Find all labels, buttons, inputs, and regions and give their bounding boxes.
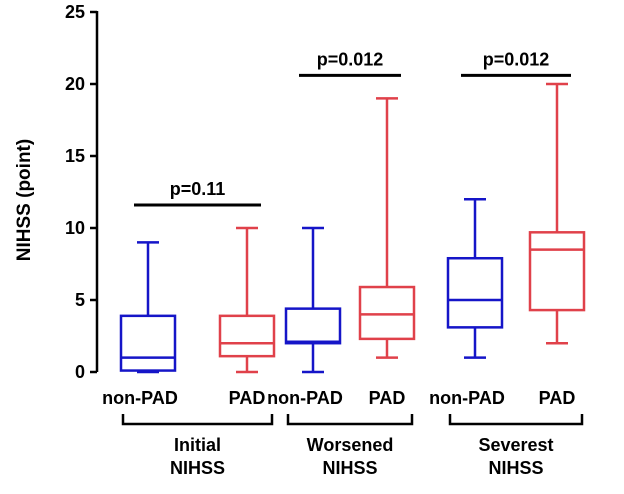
- category-label: non-PAD: [429, 388, 505, 408]
- iqr-box: [218, 314, 276, 358]
- iqr-box: [358, 285, 416, 341]
- p-value-label: p=0.11: [170, 179, 226, 199]
- box-pad-1: [218, 226, 276, 374]
- category-label: PAD: [229, 388, 266, 408]
- iqr-box: [119, 314, 177, 372]
- y-axis: 0 5 10 15 20 25: [65, 2, 99, 382]
- y-axis-label: NIHSS (point): [14, 139, 35, 261]
- y-tick-label: 15: [65, 146, 85, 166]
- box-pad-2: [358, 97, 416, 359]
- boxes-layer: [119, 82, 586, 374]
- p-value-label: p=0.012: [317, 49, 384, 69]
- category-label: PAD: [539, 388, 576, 408]
- group-bracket: [121, 414, 274, 426]
- y-tick-label: 25: [65, 2, 85, 22]
- group-label-line1: Severest: [478, 435, 553, 455]
- category-label: non-PAD: [267, 388, 343, 408]
- group-label-line2: NIHSS: [488, 458, 543, 478]
- group-label-line1: Worsened: [307, 435, 394, 455]
- group-label-line2: NIHSS: [322, 458, 377, 478]
- iqr-box: [528, 231, 586, 312]
- y-tick-label: 0: [75, 362, 85, 382]
- group-label-line2: NIHSS: [170, 458, 225, 478]
- box-non-pad-3: [446, 197, 504, 359]
- y-tick-label: 5: [75, 290, 85, 310]
- p-value-label: p=0.012: [483, 49, 550, 69]
- y-tick-label: 10: [65, 218, 85, 238]
- box-non-pad-1: [119, 241, 177, 374]
- category-label: PAD: [369, 388, 406, 408]
- box-non-pad-2: [284, 226, 342, 374]
- iqr-box: [446, 256, 504, 329]
- group-label-line1: Initial: [174, 435, 221, 455]
- box-pad-3: [528, 82, 586, 345]
- category-label: non-PAD: [102, 388, 178, 408]
- iqr-box: [284, 307, 342, 345]
- group-bracket: [286, 414, 414, 426]
- y-tick-label: 20: [65, 74, 85, 94]
- group-bracket: [448, 414, 584, 426]
